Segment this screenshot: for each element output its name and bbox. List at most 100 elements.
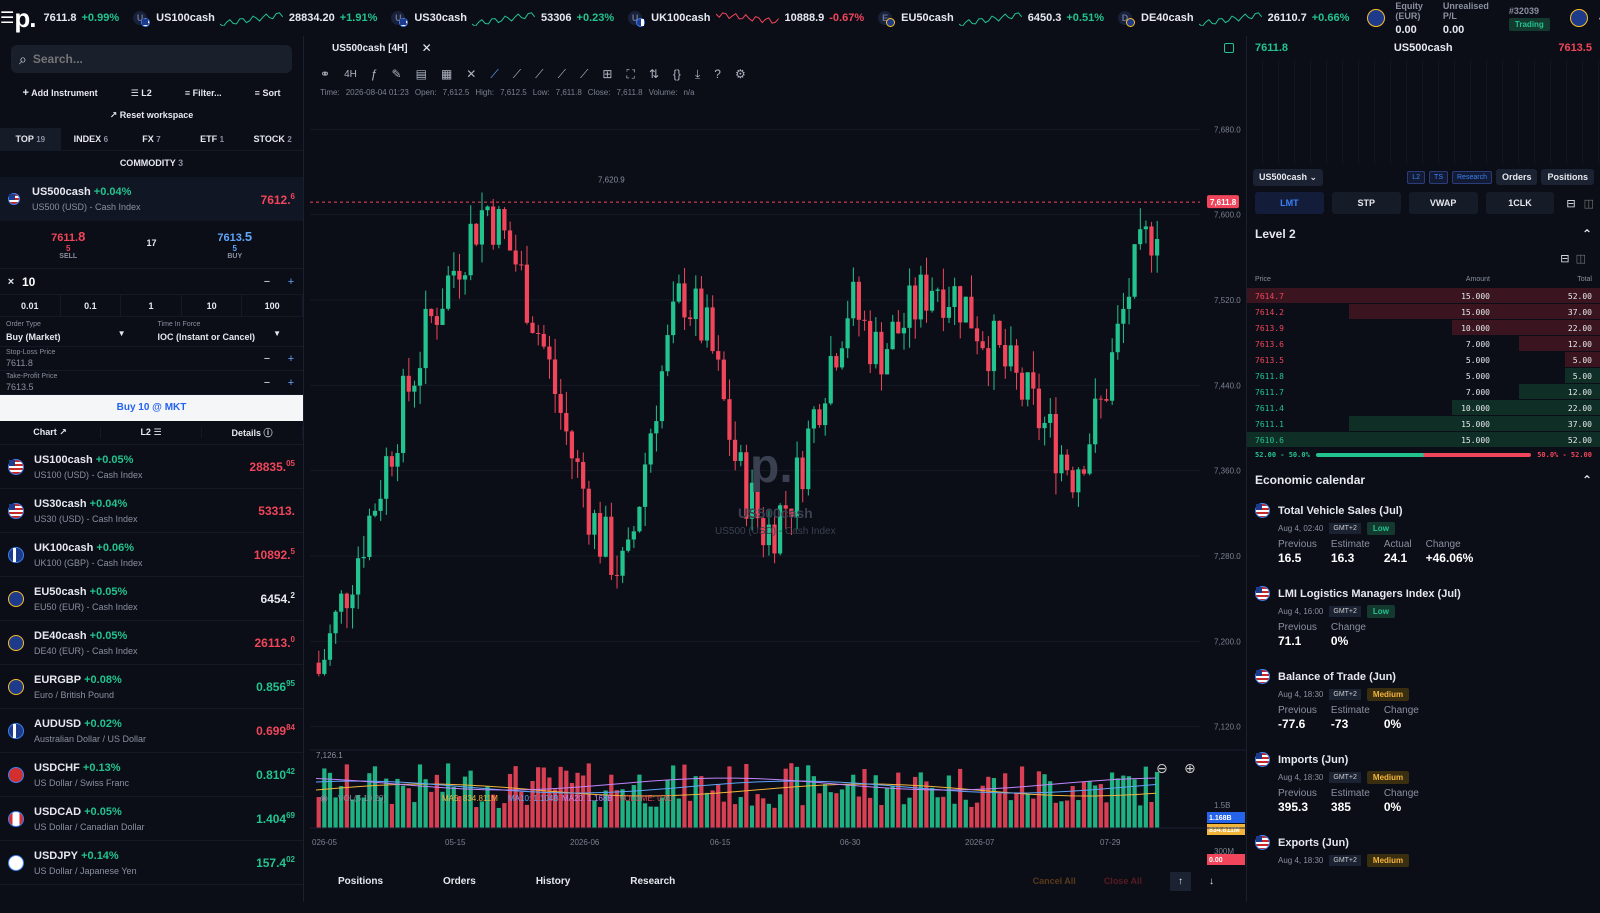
grid-icon[interactable]: ⊞ xyxy=(602,67,613,81)
buy-button[interactable]: 7613.5 5 BUY xyxy=(167,221,304,268)
watchlist-item[interactable]: USDCAD +0.05% US Dollar / Canadian Dolla… xyxy=(0,797,303,841)
menu-icon[interactable]: ☰ xyxy=(0,10,15,27)
indicator-icon[interactable]: ⟋ xyxy=(490,66,499,81)
code-icon[interactable]: {} xyxy=(672,67,681,81)
order-mode-1clk[interactable]: 1CLK xyxy=(1485,192,1555,214)
chart-tab[interactable]: US500cash [4H] xyxy=(332,42,408,54)
layout-icon[interactable]: ⊟ xyxy=(1566,197,1576,210)
l2-bid-row[interactable]: 7611.8 5.000 5.00 xyxy=(1247,368,1600,384)
settings-icon[interactable]: ⚙ xyxy=(734,67,746,81)
layout-icon[interactable]: ⊟ xyxy=(1560,253,1570,265)
qty-minus-button[interactable]: − xyxy=(263,275,271,288)
clear-qty-icon[interactable]: × xyxy=(7,275,15,288)
trend3-icon[interactable]: ⟋ xyxy=(557,66,566,81)
tab-stock[interactable]: STOCK 2 xyxy=(242,128,303,150)
sell-button[interactable]: 7611.8 5 SELL xyxy=(0,221,137,268)
account-block[interactable]: #32039 Trading xyxy=(1508,6,1550,31)
tab-fx[interactable]: FX 7 xyxy=(121,128,182,150)
draw-icon[interactable]: ✎ xyxy=(391,67,402,81)
l2-bid-row[interactable]: 7610.6 15.000 52.00 xyxy=(1247,432,1600,448)
template-icon[interactable]: ▤ xyxy=(415,67,427,81)
watchlist-item[interactable]: EURGBP +0.08% Euro / British Pound 0.856… xyxy=(0,665,303,709)
submit-order-button[interactable]: Buy 10 @ MKT xyxy=(0,395,303,421)
search-box[interactable]: ⌕ xyxy=(11,45,292,73)
l2-bid-row[interactable]: 7611.1 15.000 37.00 xyxy=(1247,416,1600,432)
sl-plus-button[interactable]: + xyxy=(287,352,295,365)
l2-ask-row[interactable]: 7613.6 7.000 12.00 xyxy=(1247,336,1600,352)
subtab-chart[interactable]: Chart ↗ xyxy=(0,427,101,438)
econ-event[interactable]: Balance of Trade (Jun) Aug 4, 18:30 GMT+… xyxy=(1247,664,1600,747)
close-all-button[interactable]: Close All xyxy=(1103,876,1142,886)
trend-icon[interactable]: ⟋ xyxy=(512,66,522,81)
order-type-select[interactable]: Order Type Buy (Market) ▼ xyxy=(0,317,152,346)
econ-event[interactable]: Total Vehicle Sales (Jul) Aug 4, 02:40 G… xyxy=(1247,498,1600,581)
subtab-l2[interactable]: L2 ☰ xyxy=(101,427,202,438)
quantity-input[interactable] xyxy=(22,274,255,289)
help-icon[interactable]: ? xyxy=(714,67,721,81)
reset-workspace-button[interactable]: ↗ Reset workspace xyxy=(0,104,303,127)
ticker-us30cash[interactable]: U US30cash 53306 +0.23% xyxy=(391,10,614,27)
symbol-select[interactable]: US500cash ⌄ xyxy=(1253,168,1324,186)
maximize-icon[interactable] xyxy=(1224,43,1234,53)
qty-preset-button[interactable]: 10 xyxy=(182,294,243,317)
ticker-eu50cash[interactable]: E EU50cash 6450.3 +0.51% xyxy=(878,10,1104,27)
bottom-tab-research[interactable]: Research xyxy=(630,875,676,887)
stop-loss-field[interactable]: Stop-Loss Price 7611.8 xyxy=(0,349,255,368)
split-icon[interactable]: ◫ xyxy=(1583,197,1594,210)
ticker-first[interactable]: 7611.8 +0.99% xyxy=(43,12,119,24)
sl-minus-button[interactable]: − xyxy=(263,352,271,365)
l2-bid-row[interactable]: 7611.4 10.000 22.00 xyxy=(1247,400,1600,416)
l2-ask-row[interactable]: 7613.9 10.000 22.00 xyxy=(1247,320,1600,336)
level2-header[interactable]: Level 2 ⌃ xyxy=(1247,216,1600,252)
qty-preset-button[interactable]: 0.1 xyxy=(61,294,122,317)
add-instrument-button[interactable]: + Add Instrument xyxy=(23,87,98,99)
selected-instrument[interactable]: US500cash +0.04% US500 (USD) - Cash Inde… xyxy=(0,177,303,221)
watchlist-item[interactable]: US30cash +0.04% US30 (USD) - Cash Index … xyxy=(0,489,303,533)
l2-ask-row[interactable]: 7614.7 15.000 52.00 xyxy=(1247,288,1600,304)
close-tab-icon[interactable]: ✕ xyxy=(421,41,432,55)
candlestick-chart[interactable]: 7,680.0 7,600.0 7,520.0 7,440.0 7,360.0 7,280… xyxy=(310,108,1246,874)
zoom-out-icon[interactable]: ⊖ xyxy=(1156,761,1168,777)
watchlist-item[interactable]: DE40cash +0.05% DE40 (EUR) - Cash Index … xyxy=(0,621,303,665)
qty-plus-button[interactable]: + xyxy=(287,275,295,288)
fullscreen-icon[interactable]: ⛶ xyxy=(626,66,635,81)
econ-header[interactable]: Economic calendar ⌃ xyxy=(1247,462,1600,498)
tp-minus-button[interactable]: − xyxy=(263,376,271,389)
chip-l2[interactable]: L2 xyxy=(1407,170,1426,184)
sort-button[interactable]: ≡ Sort xyxy=(255,88,281,98)
zoom-in-icon[interactable]: ⊕ xyxy=(1184,761,1196,777)
watchlist-item[interactable]: UK100cash +0.06% UK100 (GBP) - Cash Inde… xyxy=(0,533,303,577)
watchlist-item[interactable]: AUDUSD +0.02% Australian Dollar / US Dol… xyxy=(0,709,303,753)
tab-commodity[interactable]: COMMODITY 3 xyxy=(0,151,303,177)
chip-ts[interactable]: TS xyxy=(1429,170,1448,184)
tp-plus-button[interactable]: + xyxy=(287,376,295,389)
compare-icon[interactable]: ✕ xyxy=(466,67,477,81)
subtab-details[interactable]: Details ⓘ xyxy=(202,426,303,439)
ticker-us100cash[interactable]: U US100cash 28834.20 +1.91% xyxy=(133,10,377,27)
watchlist-item[interactable]: USDJPY +0.14% US Dollar / Japanese Yen 1… xyxy=(0,841,303,885)
tab-etf[interactable]: ETF 1 xyxy=(182,128,243,150)
qty-preset-button[interactable]: 1 xyxy=(121,294,182,317)
orders-button[interactable]: Orders xyxy=(1495,169,1538,185)
trend4-icon[interactable]: ⟋ xyxy=(579,66,589,81)
tab-index[interactable]: INDEX 6 xyxy=(61,128,122,150)
filter-button[interactable]: ≡ Filter... xyxy=(185,88,222,98)
arrow-down-icon[interactable]: ↓ xyxy=(1209,875,1214,887)
qty-preset-button[interactable]: 100 xyxy=(242,294,303,317)
chip-research[interactable]: Research xyxy=(1452,170,1492,184)
take-profit-field[interactable]: Take-Profit Price 7613.5 xyxy=(0,373,255,392)
search-input[interactable] xyxy=(32,52,273,66)
arrow-up-icon[interactable]: ↑ xyxy=(1170,871,1191,891)
ticker-uk100cash[interactable]: U UK100cash 10888.9 -0.67% xyxy=(628,10,864,27)
qty-preset-button[interactable]: 0.01 xyxy=(0,294,61,317)
download-icon[interactable]: ⤓ xyxy=(694,66,701,81)
ticker-de40cash[interactable]: D DE40cash 26110.7 +0.66% xyxy=(1118,10,1349,27)
cancel-all-button[interactable]: Cancel All xyxy=(1032,876,1076,886)
tab-top[interactable]: TOP 19 xyxy=(0,127,61,150)
settings-flag-icon[interactable] xyxy=(1569,9,1588,27)
calendar-icon[interactable]: ▦ xyxy=(440,67,453,81)
l2-bid-row[interactable]: 7611.7 7.000 12.00 xyxy=(1247,384,1600,400)
order-mode-stp[interactable]: STP xyxy=(1331,192,1401,214)
candles-icon[interactable]: ⚭ xyxy=(320,67,331,81)
timeframe-button[interactable]: 4H xyxy=(344,68,357,80)
